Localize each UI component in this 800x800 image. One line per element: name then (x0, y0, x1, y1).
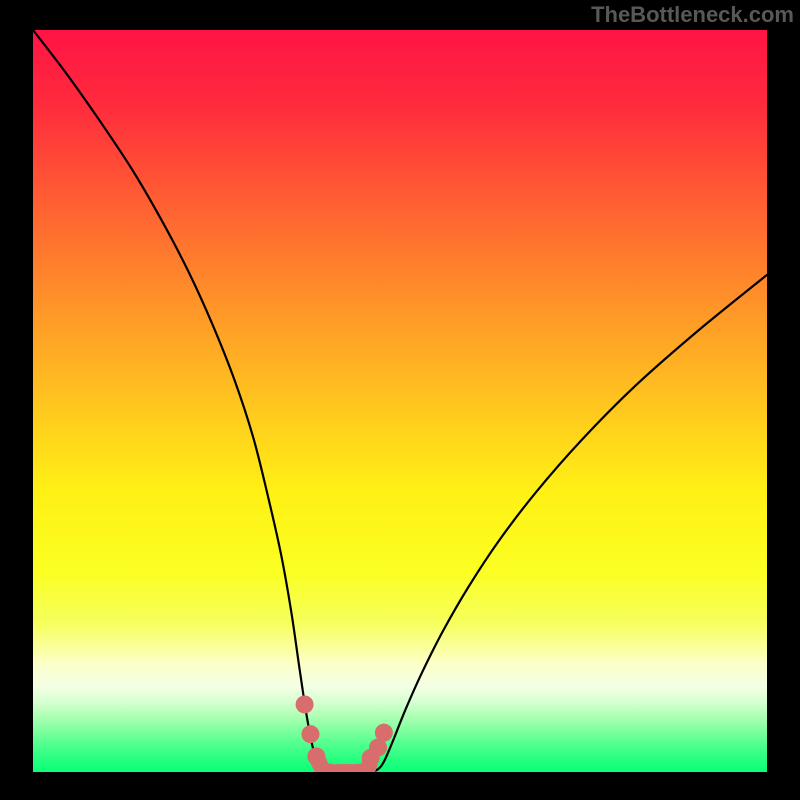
highlight-marker (301, 725, 319, 743)
plot-area (33, 30, 767, 772)
highlight-marker (375, 724, 393, 742)
highlight-marker (307, 747, 325, 765)
chart-svg (33, 30, 767, 772)
chart-container: TheBottleneck.com (0, 0, 800, 800)
chart-background (33, 30, 767, 772)
watermark-text: TheBottleneck.com (591, 2, 794, 28)
highlight-marker (296, 695, 314, 713)
